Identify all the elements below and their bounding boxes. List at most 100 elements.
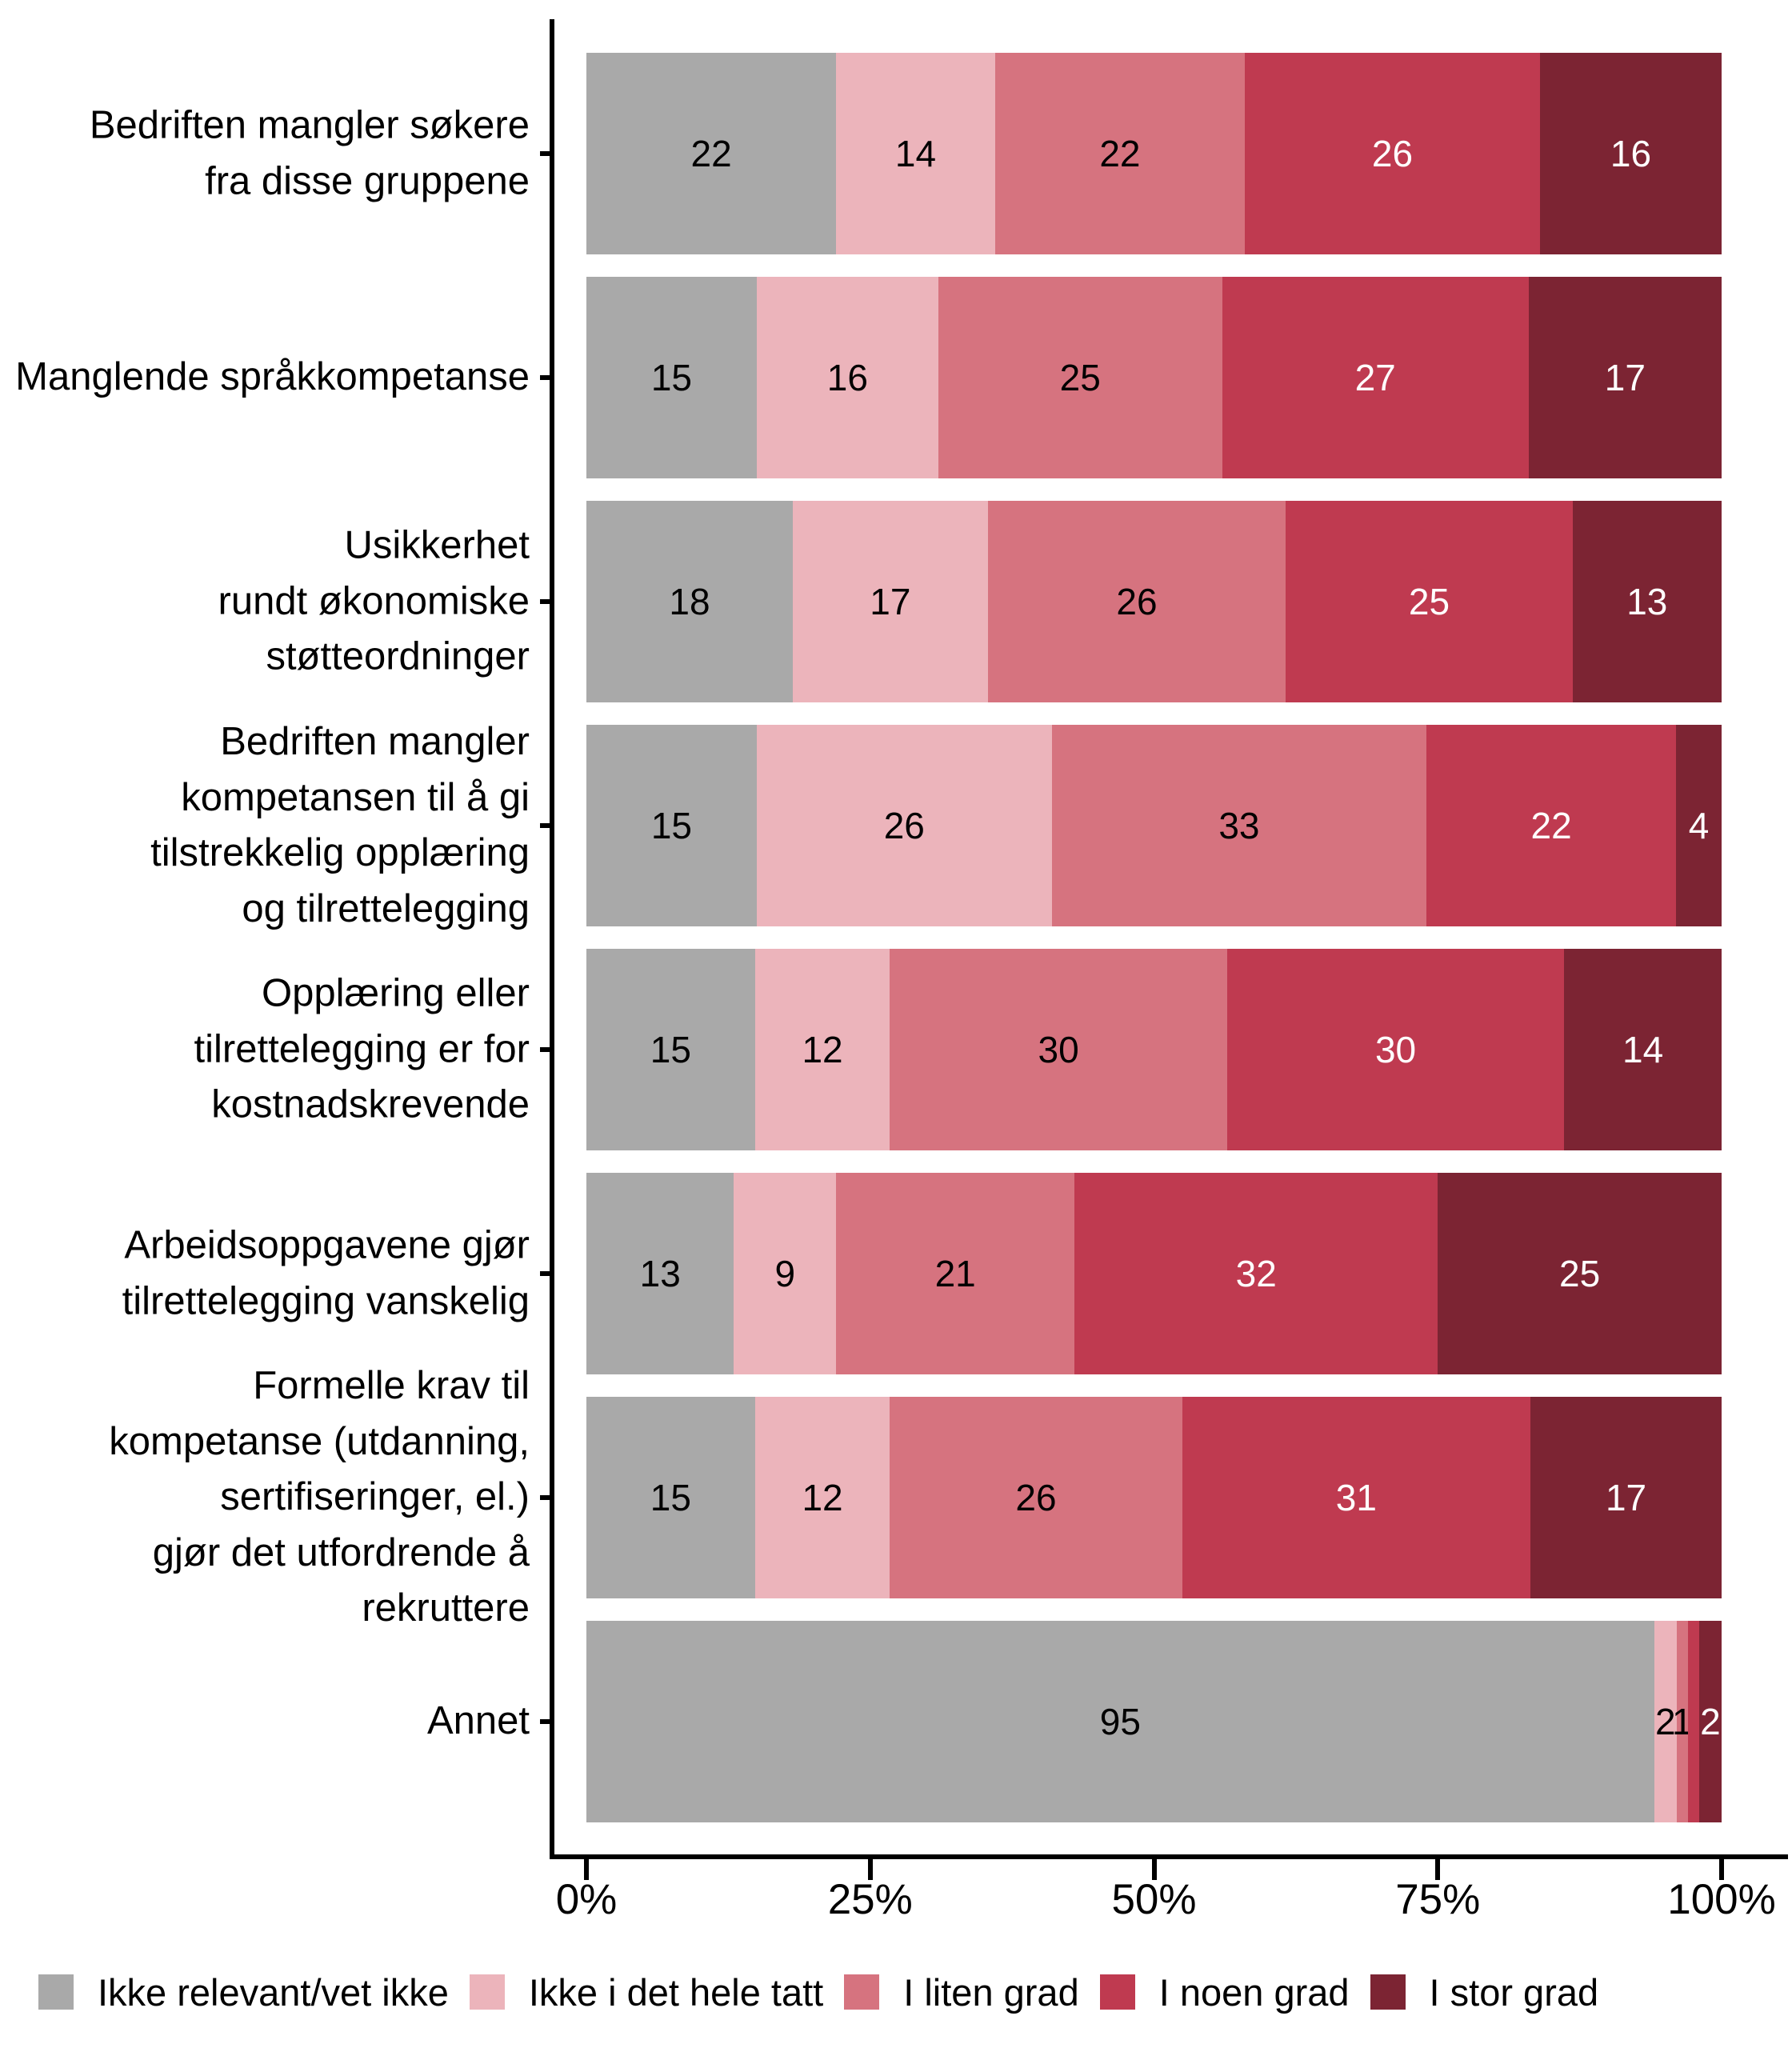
stacked-bar: 15 16 25 27 17	[586, 277, 1722, 478]
x-axis-tick	[867, 1859, 873, 1880]
category-label: Opplæring eller tilrettelegging er for k…	[194, 971, 530, 1126]
chart-row: Arbeidsoppgavene gjør tilrettelegging va…	[0, 1162, 1792, 1386]
segment-value-label: 18	[669, 581, 710, 622]
legend-item: Ikke relevant/vet ikke	[38, 1970, 449, 2014]
bar-segment: 22	[1426, 725, 1677, 926]
x-axis-tick	[584, 1859, 589, 1880]
bar-segment: 15	[586, 949, 755, 1150]
segment-value-label: 15	[650, 1029, 691, 1070]
segment-value-label: 30	[1038, 1029, 1079, 1070]
chart-row: Formelle krav til kompetanse (utdanning,…	[0, 1364, 1792, 1630]
legend-swatch	[1370, 1974, 1406, 2010]
y-axis-tick	[540, 1271, 550, 1276]
bar-segment: 26	[987, 501, 1286, 702]
category-label: Annet	[426, 1699, 530, 1743]
bar-segment: 18	[586, 501, 793, 702]
segment-value-label: 16	[826, 357, 868, 398]
legend-label: I liten grad	[903, 1970, 1079, 2014]
x-tick-label: 75%	[1395, 1876, 1481, 1923]
bar-segment: 22	[586, 53, 837, 254]
bar-segment: 17	[1530, 1397, 1722, 1598]
segment-value-label: 2	[1700, 1701, 1721, 1742]
segment-value-label: 21	[934, 1253, 976, 1294]
bar-segment: 30	[1226, 949, 1565, 1150]
segment-value-label: 22	[1099, 133, 1141, 174]
segment-value-label: 15	[650, 1477, 691, 1518]
y-axis-tick	[540, 151, 550, 156]
legend-swatch	[1099, 1974, 1135, 2010]
y-axis-tick	[540, 599, 550, 604]
segment-value-label: 26	[1015, 1477, 1057, 1518]
category-label: Manglende språkkompetanse	[15, 355, 530, 399]
bar-segment	[1687, 1621, 1699, 1822]
bar-segment: 12	[754, 949, 890, 1150]
chart-row: Manglende språkkompetanse 15 16 25 27 17	[0, 266, 1792, 490]
bar-segment: 16	[756, 277, 938, 478]
chart-row: Bedriften mangler søkere fra disse grupp…	[0, 42, 1792, 266]
bar-segment: 17	[1528, 277, 1722, 478]
bar-segment: 30	[890, 949, 1227, 1150]
segment-value-label: 17	[1604, 357, 1646, 398]
bar-segment: 33	[1051, 725, 1427, 926]
x-tick-label: 25%	[827, 1876, 913, 1923]
bar-segment: 4	[1676, 725, 1722, 926]
segment-value-label: 32	[1235, 1253, 1277, 1294]
stacked-bar: 95 2 1 2	[586, 1621, 1722, 1822]
bar-segment: 15	[586, 277, 757, 478]
y-axis-tick	[540, 1047, 550, 1052]
legend-item: I liten grad	[844, 1970, 1079, 2014]
segment-value-label: 25	[1059, 357, 1101, 398]
bar-segment: 25	[1438, 1173, 1722, 1374]
category-label: Arbeidsoppgavene gjør tilrettelegging va…	[122, 1223, 530, 1322]
bar-segment: 12	[754, 1397, 890, 1598]
segment-value-label: 26	[883, 805, 925, 846]
chart-rows: Bedriften mangler søkere fra disse grupp…	[0, 42, 1792, 1834]
segment-value-label: 14	[894, 133, 937, 174]
segment-value-label: 17	[870, 581, 911, 622]
legend-label: Ikke i det hele tatt	[528, 1970, 824, 2014]
bar-segment: 25	[1286, 501, 1573, 702]
chart-row: Bedriften mangler kompetansen til å gi t…	[0, 714, 1792, 938]
category-label: Bedriften mangler søkere fra disse grupp…	[89, 103, 530, 202]
segment-value-label: 30	[1374, 1029, 1417, 1070]
segment-value-label: 13	[639, 1253, 681, 1294]
segment-value-label: 4	[1688, 805, 1710, 846]
segment-value-label: 22	[1530, 805, 1572, 846]
bar-segment: 2	[1698, 1621, 1722, 1822]
bar-segment: 14	[1564, 949, 1722, 1150]
legend-swatch	[469, 1974, 505, 2010]
category-label: Bedriften mangler kompetansen til å gi t…	[150, 719, 530, 930]
bar-segment: 15	[586, 725, 757, 926]
segment-value-label: 15	[650, 805, 692, 846]
bar-segment: 31	[1182, 1397, 1531, 1598]
chart-row: Usikkerhet rundt økonomiske støtteordnin…	[0, 490, 1792, 714]
segment-value-label: 16	[1610, 133, 1652, 174]
bar-segment: 13	[1572, 501, 1722, 702]
bar-segment: 95	[586, 1621, 1654, 1822]
bar-segment: 13	[586, 1173, 734, 1374]
segment-value-label: 25	[1559, 1253, 1601, 1294]
segment-value-label: 2	[1654, 1701, 1676, 1742]
segment-value-label: 25	[1408, 581, 1450, 622]
legend-item: Ikke i det hele tatt	[469, 1970, 824, 2014]
stacked-bar: 15 26 33 22 4	[586, 725, 1722, 926]
legend-swatch	[844, 1974, 880, 2010]
segment-value-label: 17	[1605, 1477, 1647, 1518]
segment-value-label: 27	[1354, 357, 1396, 398]
x-tick-label: 0%	[555, 1876, 618, 1923]
segment-value-label: 14	[1622, 1029, 1664, 1070]
legend-swatch	[38, 1974, 74, 2010]
x-axis-tick	[1435, 1859, 1441, 1880]
legend-label: Ikke relevant/vet ikke	[98, 1970, 449, 2014]
y-axis-tick	[540, 1719, 550, 1724]
x-tick-label: 100%	[1667, 1876, 1776, 1923]
legend-item: I stor grad	[1370, 1970, 1599, 2014]
bar-segment: 2	[1654, 1621, 1677, 1822]
legend-label: I stor grad	[1429, 1970, 1599, 2014]
segment-value-label: 12	[802, 1029, 843, 1070]
segment-value-label: 26	[1371, 133, 1414, 174]
bar-segment: 16	[1539, 53, 1722, 254]
stacked-bar: 15 12 26 31 17	[586, 1397, 1722, 1598]
segment-value-label: 9	[774, 1253, 796, 1294]
